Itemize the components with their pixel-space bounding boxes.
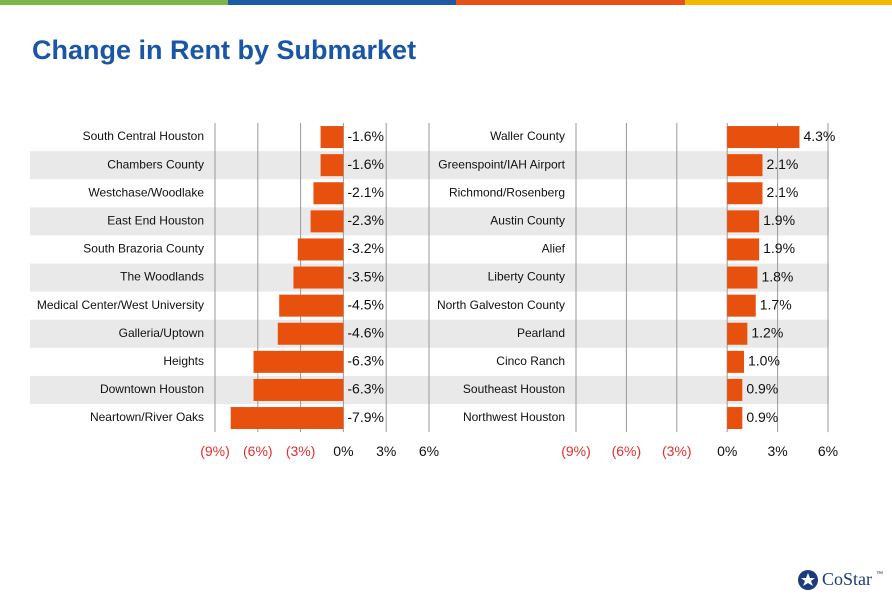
category-label: Heights	[163, 354, 204, 368]
logo-mark: ™	[876, 571, 883, 578]
bar	[297, 238, 344, 261]
bar	[727, 294, 756, 317]
row-band	[30, 207, 430, 236]
value-label: 4.3%	[803, 128, 835, 144]
value-label: 1.0%	[748, 353, 780, 369]
value-label: -2.1%	[347, 184, 384, 200]
value-label: -6.3%	[347, 381, 384, 397]
bar	[310, 210, 344, 233]
value-label: -1.6%	[347, 156, 384, 172]
category-label: Southeast Houston	[463, 382, 565, 396]
category-label: The Woodlands	[120, 270, 204, 284]
bar	[727, 407, 743, 430]
bar	[277, 322, 344, 345]
category-label: Chambers County	[107, 157, 204, 171]
row-band	[430, 151, 829, 180]
value-label: -6.3%	[347, 353, 384, 369]
value-label: 1.9%	[763, 212, 795, 228]
row-band	[430, 263, 829, 292]
value-label: -1.6%	[347, 128, 384, 144]
slide-title: Change in Rent by Submarket	[32, 35, 416, 65]
category-label: South Central Houston	[83, 129, 204, 143]
category-label: South Brazoria County	[83, 242, 204, 256]
bar	[313, 182, 344, 205]
value-label: 0.9%	[746, 409, 778, 425]
row-band	[30, 375, 430, 404]
bar	[727, 238, 760, 261]
category-label: Galleria/Uptown	[119, 326, 204, 340]
category-label: Pearland	[517, 326, 565, 340]
category-label: Medical Center/West University	[37, 298, 204, 312]
bar	[320, 154, 344, 177]
bar	[727, 266, 758, 289]
x-tick-label: (9%)	[200, 443, 230, 459]
row-band	[30, 151, 430, 180]
bar	[727, 350, 744, 373]
category-label: Waller County	[490, 129, 565, 143]
bar	[320, 126, 344, 149]
bar	[727, 154, 763, 177]
category-label: Liberty County	[488, 270, 565, 284]
value-label: -4.5%	[347, 296, 384, 312]
charts: (9%) (6%) (3%) 0% 3% 6% South Central Houston -…	[30, 123, 838, 459]
category-label: Northwest Houston	[463, 410, 565, 424]
x-tick-label: 6%	[419, 443, 439, 459]
value-label: 0.9%	[746, 381, 778, 397]
bar	[727, 210, 760, 233]
bar	[727, 182, 763, 205]
top-bar	[685, 0, 892, 5]
x-tick-label: 3%	[376, 443, 396, 459]
x-tick-label: (3%)	[662, 443, 692, 459]
bar	[279, 294, 344, 317]
category-label: Downtown Houston	[100, 382, 204, 396]
value-label: 1.7%	[760, 296, 792, 312]
x-tick-label: 0%	[333, 443, 353, 459]
value-label: 2.1%	[766, 156, 798, 172]
bar	[727, 378, 743, 401]
value-label: 2.1%	[766, 184, 798, 200]
x-tick-label: 0%	[717, 443, 737, 459]
x-tick-label: (6%)	[612, 443, 642, 459]
x-tick-label: 6%	[818, 443, 838, 459]
bar	[230, 407, 344, 430]
bar	[253, 350, 344, 373]
value-label: -3.2%	[347, 240, 384, 256]
logo: CoStar ™	[798, 569, 883, 590]
value-label: -3.5%	[347, 268, 384, 284]
top-bar	[228, 0, 456, 5]
value-label: -4.6%	[347, 324, 384, 340]
row-band	[430, 319, 829, 348]
category-label: North Galveston County	[437, 298, 565, 312]
value-label: -7.9%	[347, 409, 384, 425]
bar	[727, 126, 800, 149]
row-band	[30, 319, 430, 348]
x-tick-label: 3%	[767, 443, 787, 459]
category-label: Richmond/Rosenberg	[449, 185, 565, 199]
bar	[727, 322, 748, 345]
value-label: 1.2%	[751, 324, 783, 340]
category-label: Greenspoint/IAH Airport	[438, 157, 565, 171]
category-label: Westchase/Woodlake	[88, 185, 204, 199]
category-label: Austin County	[490, 214, 565, 228]
category-label: Cinco Ranch	[496, 354, 565, 368]
top-bar	[0, 0, 228, 5]
category-label: Alief	[542, 242, 566, 256]
top-bar	[456, 0, 685, 5]
value-label: 1.9%	[763, 240, 795, 256]
row-band	[430, 207, 829, 236]
x-tick-label: (6%)	[243, 443, 273, 459]
category-label: East End Houston	[107, 214, 204, 228]
category-label: Neartown/River Oaks	[90, 410, 204, 424]
bar	[253, 378, 344, 401]
x-tick-label: (9%)	[561, 443, 591, 459]
value-label: 1.8%	[761, 268, 793, 284]
x-tick-label: (3%)	[286, 443, 316, 459]
logo-icon	[798, 570, 818, 590]
value-label: -2.3%	[347, 212, 384, 228]
row-band	[430, 375, 829, 404]
row-band	[30, 263, 430, 292]
bar	[293, 266, 344, 289]
logo-text: CoStar	[822, 569, 872, 589]
